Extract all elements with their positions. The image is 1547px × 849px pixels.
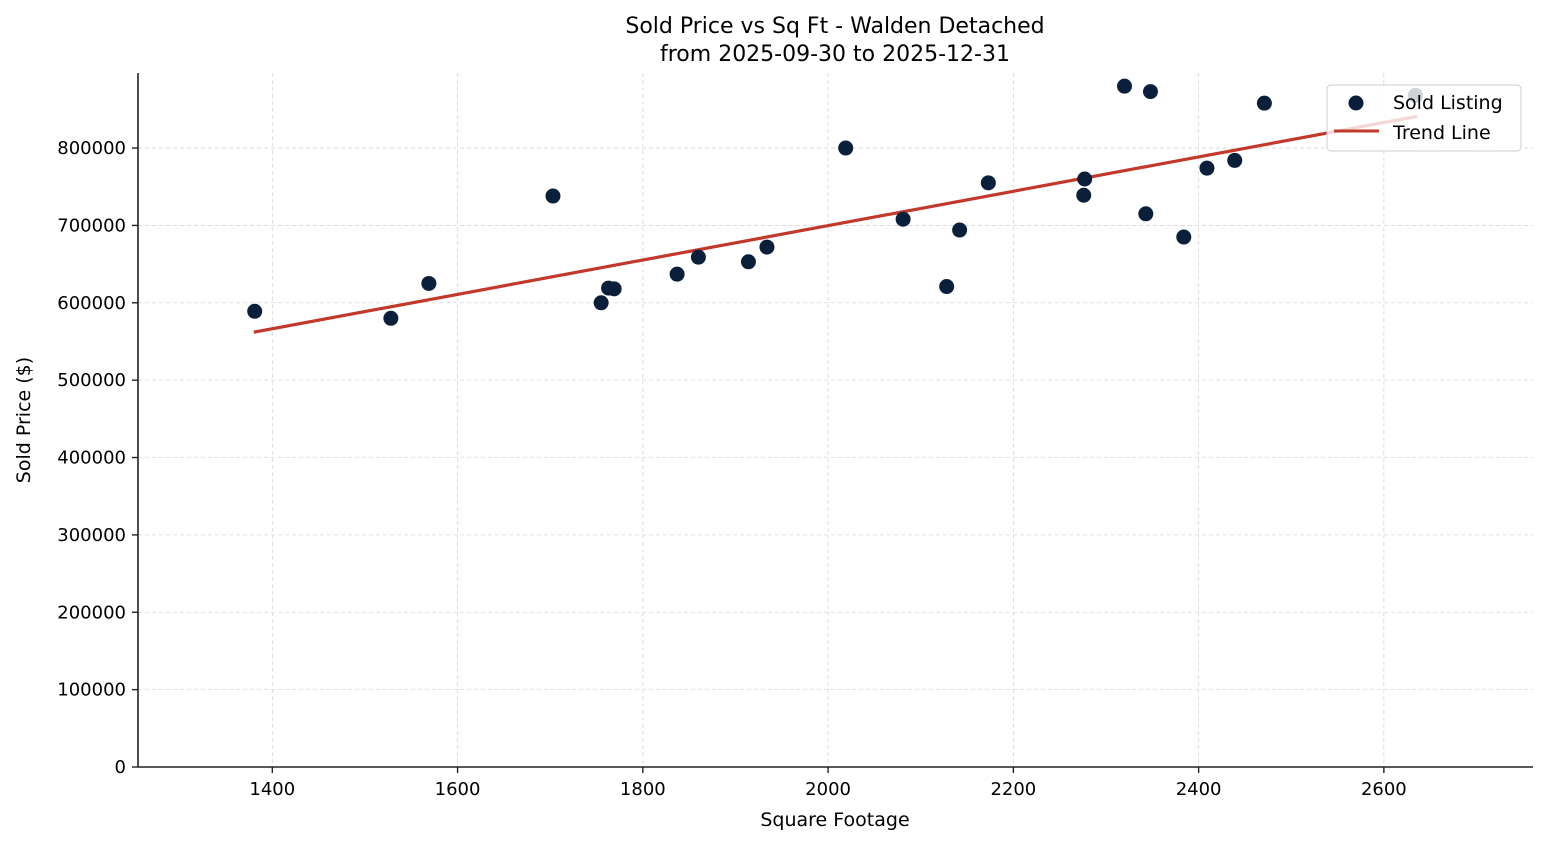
data-point: [939, 279, 955, 295]
x-axis-label: Square Footage: [760, 809, 909, 831]
y-tick-label: 100000: [57, 680, 126, 701]
y-tick-label: 200000: [57, 602, 126, 623]
y-tick-label: 0: [115, 757, 126, 778]
data-point: [980, 175, 996, 191]
data-point: [895, 211, 911, 227]
data-point: [383, 310, 399, 326]
x-tick-label: 1400: [249, 779, 295, 800]
legend-box: [1326, 84, 1522, 152]
x-tick-label: 2000: [805, 779, 851, 800]
y-tick-label: 500000: [57, 370, 126, 391]
data-point: [1199, 160, 1215, 176]
x-tick-label: 2600: [1361, 779, 1407, 800]
x-tick-label: 2400: [1176, 779, 1222, 800]
data-point: [1176, 229, 1192, 245]
x-tick-label: 1600: [435, 779, 481, 800]
x-tick-label: 2200: [990, 779, 1036, 800]
data-point: [669, 266, 685, 282]
data-point: [593, 295, 609, 311]
y-tick-label: 400000: [57, 448, 126, 469]
data-point: [838, 140, 854, 156]
data-point: [952, 222, 968, 238]
y-axis-label: Sold Price ($): [13, 357, 35, 483]
chart-title: Sold Price vs Sq Ft - Walden Detached: [625, 14, 1044, 39]
data-point: [1256, 95, 1272, 111]
data-point: [1142, 84, 1158, 100]
data-point: [545, 188, 561, 204]
data-point: [421, 275, 437, 291]
x-tick-label: 1800: [620, 779, 666, 800]
legend-label-trend-line: Trend Line: [1392, 122, 1491, 144]
y-tick-label: 600000: [57, 293, 126, 314]
scatter-points: [247, 78, 1423, 326]
data-point: [606, 281, 622, 297]
trend-line-group: [253, 114, 1418, 334]
y-tick-label: 700000: [57, 215, 126, 236]
data-point: [1117, 78, 1133, 94]
data-point: [740, 254, 756, 270]
ticks: 1400 1600 1800 2000 2200 2400 2600 0 100000 20000…: [57, 138, 1406, 800]
data-point: [1077, 171, 1093, 187]
data-point: [1227, 152, 1243, 168]
data-point: [1076, 187, 1092, 203]
data-point: [1138, 206, 1154, 222]
y-tick-label: 800000: [57, 138, 126, 159]
data-point: [690, 249, 706, 265]
grid: [138, 73, 1533, 767]
data-point: [759, 239, 775, 255]
legend: Sold Listing Trend Line: [1326, 84, 1522, 152]
y-tick-label: 300000: [57, 525, 126, 546]
legend-label-sold-listing: Sold Listing: [1393, 92, 1503, 114]
data-point: [247, 303, 263, 319]
chart-subtitle: from 2025-09-30 to 2025-12-31: [660, 42, 1010, 67]
legend-marker-sold-listing: [1348, 95, 1364, 111]
trend-line: [253, 114, 1418, 334]
